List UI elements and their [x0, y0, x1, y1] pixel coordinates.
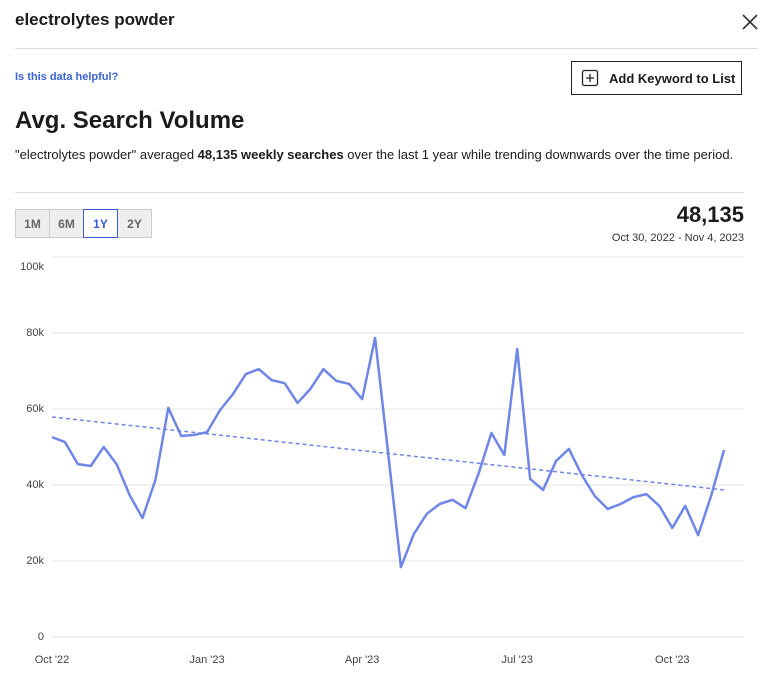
plus-icon	[581, 69, 599, 87]
range-tab[interactable]: 2Y	[117, 209, 152, 238]
y-tick-label: 20k	[26, 555, 44, 567]
x-tick-label: Oct '22	[35, 654, 70, 666]
divider	[15, 192, 744, 193]
y-tick-label: 40k	[26, 479, 44, 491]
chart: 0 20k 40k 60k 80k 100k Oct '22 Jan '23 Apr '23 Ju…	[20, 256, 744, 666]
button-label: Add Keyword to List	[609, 70, 736, 86]
range-tabs: 1M 6M 1Y 2Y	[15, 209, 152, 238]
keyword-title: electrolytes powder	[15, 10, 175, 29]
x-tick-label: Jul '23	[502, 654, 533, 666]
y-tick-label: 60k	[26, 403, 44, 415]
summary-value: 48,135	[676, 202, 744, 227]
add-keyword-button[interactable]: Add Keyword to List	[571, 61, 742, 95]
date-range: Oct 30, 2022 - Nov 4, 2023	[611, 232, 744, 244]
range-tab[interactable]: 1M	[15, 209, 50, 238]
close-button[interactable]	[740, 12, 760, 32]
range-tab[interactable]: 1Y	[83, 209, 118, 238]
description-text: "electrolytes powder" averaged	[15, 147, 198, 162]
search-volume-line	[51, 336, 726, 569]
x-tick-label: Oct '23	[655, 654, 690, 666]
x-tick-label: Jan '23	[190, 654, 225, 666]
y-tick-label: 80k	[26, 327, 44, 339]
divider	[15, 48, 758, 49]
y-tick-label: 0	[38, 631, 44, 643]
y-tick-label: 100k	[20, 261, 44, 273]
section-title: Avg. Search Volume	[15, 107, 245, 134]
description-bold: 48,135 weekly searches	[197, 147, 344, 162]
range-tab[interactable]: 6M	[49, 209, 84, 238]
description: "electrolytes powder" averaged 48,135 we…	[15, 146, 745, 164]
description-text: over the last 1 year while trending down…	[343, 147, 734, 162]
feedback-link[interactable]: Is this data helpful?	[15, 71, 119, 83]
x-tick-label: Apr '23	[345, 654, 380, 666]
